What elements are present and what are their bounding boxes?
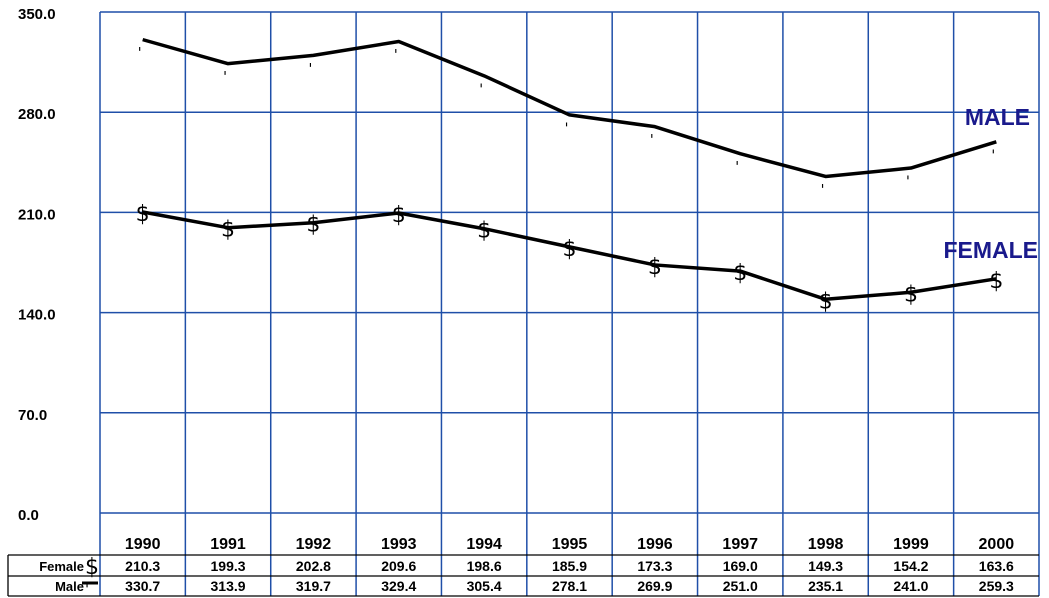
y-tick-label: 350.0	[18, 6, 56, 23]
series-lines	[142, 37, 997, 302]
point-marker-male: '	[138, 46, 142, 62]
x-tick-label: 1990	[125, 536, 161, 553]
x-tick-label: 1998	[808, 536, 844, 553]
x-tick-label: 1994	[466, 536, 502, 553]
x-tick-label: 1996	[637, 536, 673, 553]
point-marker-female: $	[989, 269, 1003, 294]
table-cell: 313.9	[211, 578, 246, 594]
y-tick-label: 140.0	[18, 307, 56, 324]
point-marker-male: '	[735, 160, 739, 176]
y-tick-label: 210.0	[18, 206, 56, 223]
y-axis: 0.0 70.0 140.0 210.0 280.0 350.0	[18, 6, 56, 524]
point-marker-female: $	[136, 202, 150, 227]
legend-marker-female: $	[85, 555, 99, 580]
series-line-female	[142, 210, 997, 302]
table-cell: 269.9	[637, 578, 672, 594]
y-tick-label: 70.0	[18, 407, 47, 424]
point-marker-female: $	[648, 255, 662, 280]
point-marker-female: $	[733, 261, 747, 286]
table-cell: 251.0	[723, 578, 758, 594]
table-cell: 185.9	[552, 558, 587, 574]
table-cell: 210.3	[125, 558, 160, 574]
point-marker-female: $	[904, 282, 918, 307]
x-tick-label: 1991	[210, 536, 246, 553]
x-tick-label: 1993	[381, 536, 417, 553]
point-marker-male: '	[821, 182, 825, 198]
series-labels: MALE FEMALE	[943, 104, 1038, 263]
table-cell: 319.7	[296, 578, 331, 594]
table-cell: 330.7	[125, 578, 160, 594]
table-row-label: Female	[39, 559, 84, 574]
table-cell: 169.0	[723, 558, 758, 574]
table-cell: 241.0	[893, 578, 928, 594]
x-tick-label: 1992	[296, 536, 332, 553]
table-cell: 154.2	[893, 558, 928, 574]
point-marker-female: $	[392, 203, 406, 228]
point-marker-female: $	[819, 289, 833, 314]
point-marker-female: $	[306, 213, 320, 238]
table-cell: 202.8	[296, 558, 331, 574]
x-tick-label: 1995	[552, 536, 588, 553]
point-marker-female: $	[563, 237, 577, 262]
table-cell: 149.3	[808, 558, 843, 574]
x-tick-label: 1999	[893, 536, 929, 553]
table-cell: 278.1	[552, 578, 587, 594]
x-tick-label: 1997	[722, 536, 758, 553]
table-cell: 198.6	[467, 558, 502, 574]
point-marker-male: '	[991, 148, 995, 164]
point-marker-male: '	[565, 121, 569, 137]
point-marker-male: '	[308, 61, 312, 77]
table-cell: 173.3	[637, 558, 672, 574]
legend-marker-male: '	[85, 582, 89, 598]
table-cell: 199.3	[211, 558, 246, 574]
y-tick-label: 0.0	[18, 507, 39, 524]
series-markers: $ $ $ $ $ $ $ $ $ $ $ ' ' ' ' ' ' ' ' ' ' '	[136, 46, 1004, 315]
point-marker-male: '	[650, 133, 654, 149]
grid	[99, 11, 1040, 596]
series-label-female: FEMALE	[943, 237, 1038, 263]
x-tick-label: 2000	[979, 536, 1015, 553]
point-marker-male: '	[906, 174, 910, 190]
point-marker-male: '	[394, 47, 398, 63]
point-marker-female: $	[221, 218, 235, 243]
table-cell: 305.4	[467, 578, 502, 594]
point-marker-female: $	[477, 219, 491, 244]
point-marker-male: '	[223, 70, 227, 86]
table-cell: 259.3	[979, 578, 1014, 594]
table-cell: 329.4	[381, 578, 416, 594]
table-cell: 209.6	[381, 558, 416, 574]
table-row-label: Male	[55, 579, 84, 594]
data-table: 1990 1991 1992 1993 1994 1995 1996 1997 1998 1999…	[7, 536, 1039, 598]
point-marker-male: '	[479, 82, 483, 98]
y-tick-label: 280.0	[18, 106, 56, 123]
table-cell: 163.6	[979, 558, 1014, 574]
table-cell: 235.1	[808, 578, 843, 594]
series-line-male	[142, 37, 997, 179]
series-label-male: MALE	[965, 104, 1030, 130]
